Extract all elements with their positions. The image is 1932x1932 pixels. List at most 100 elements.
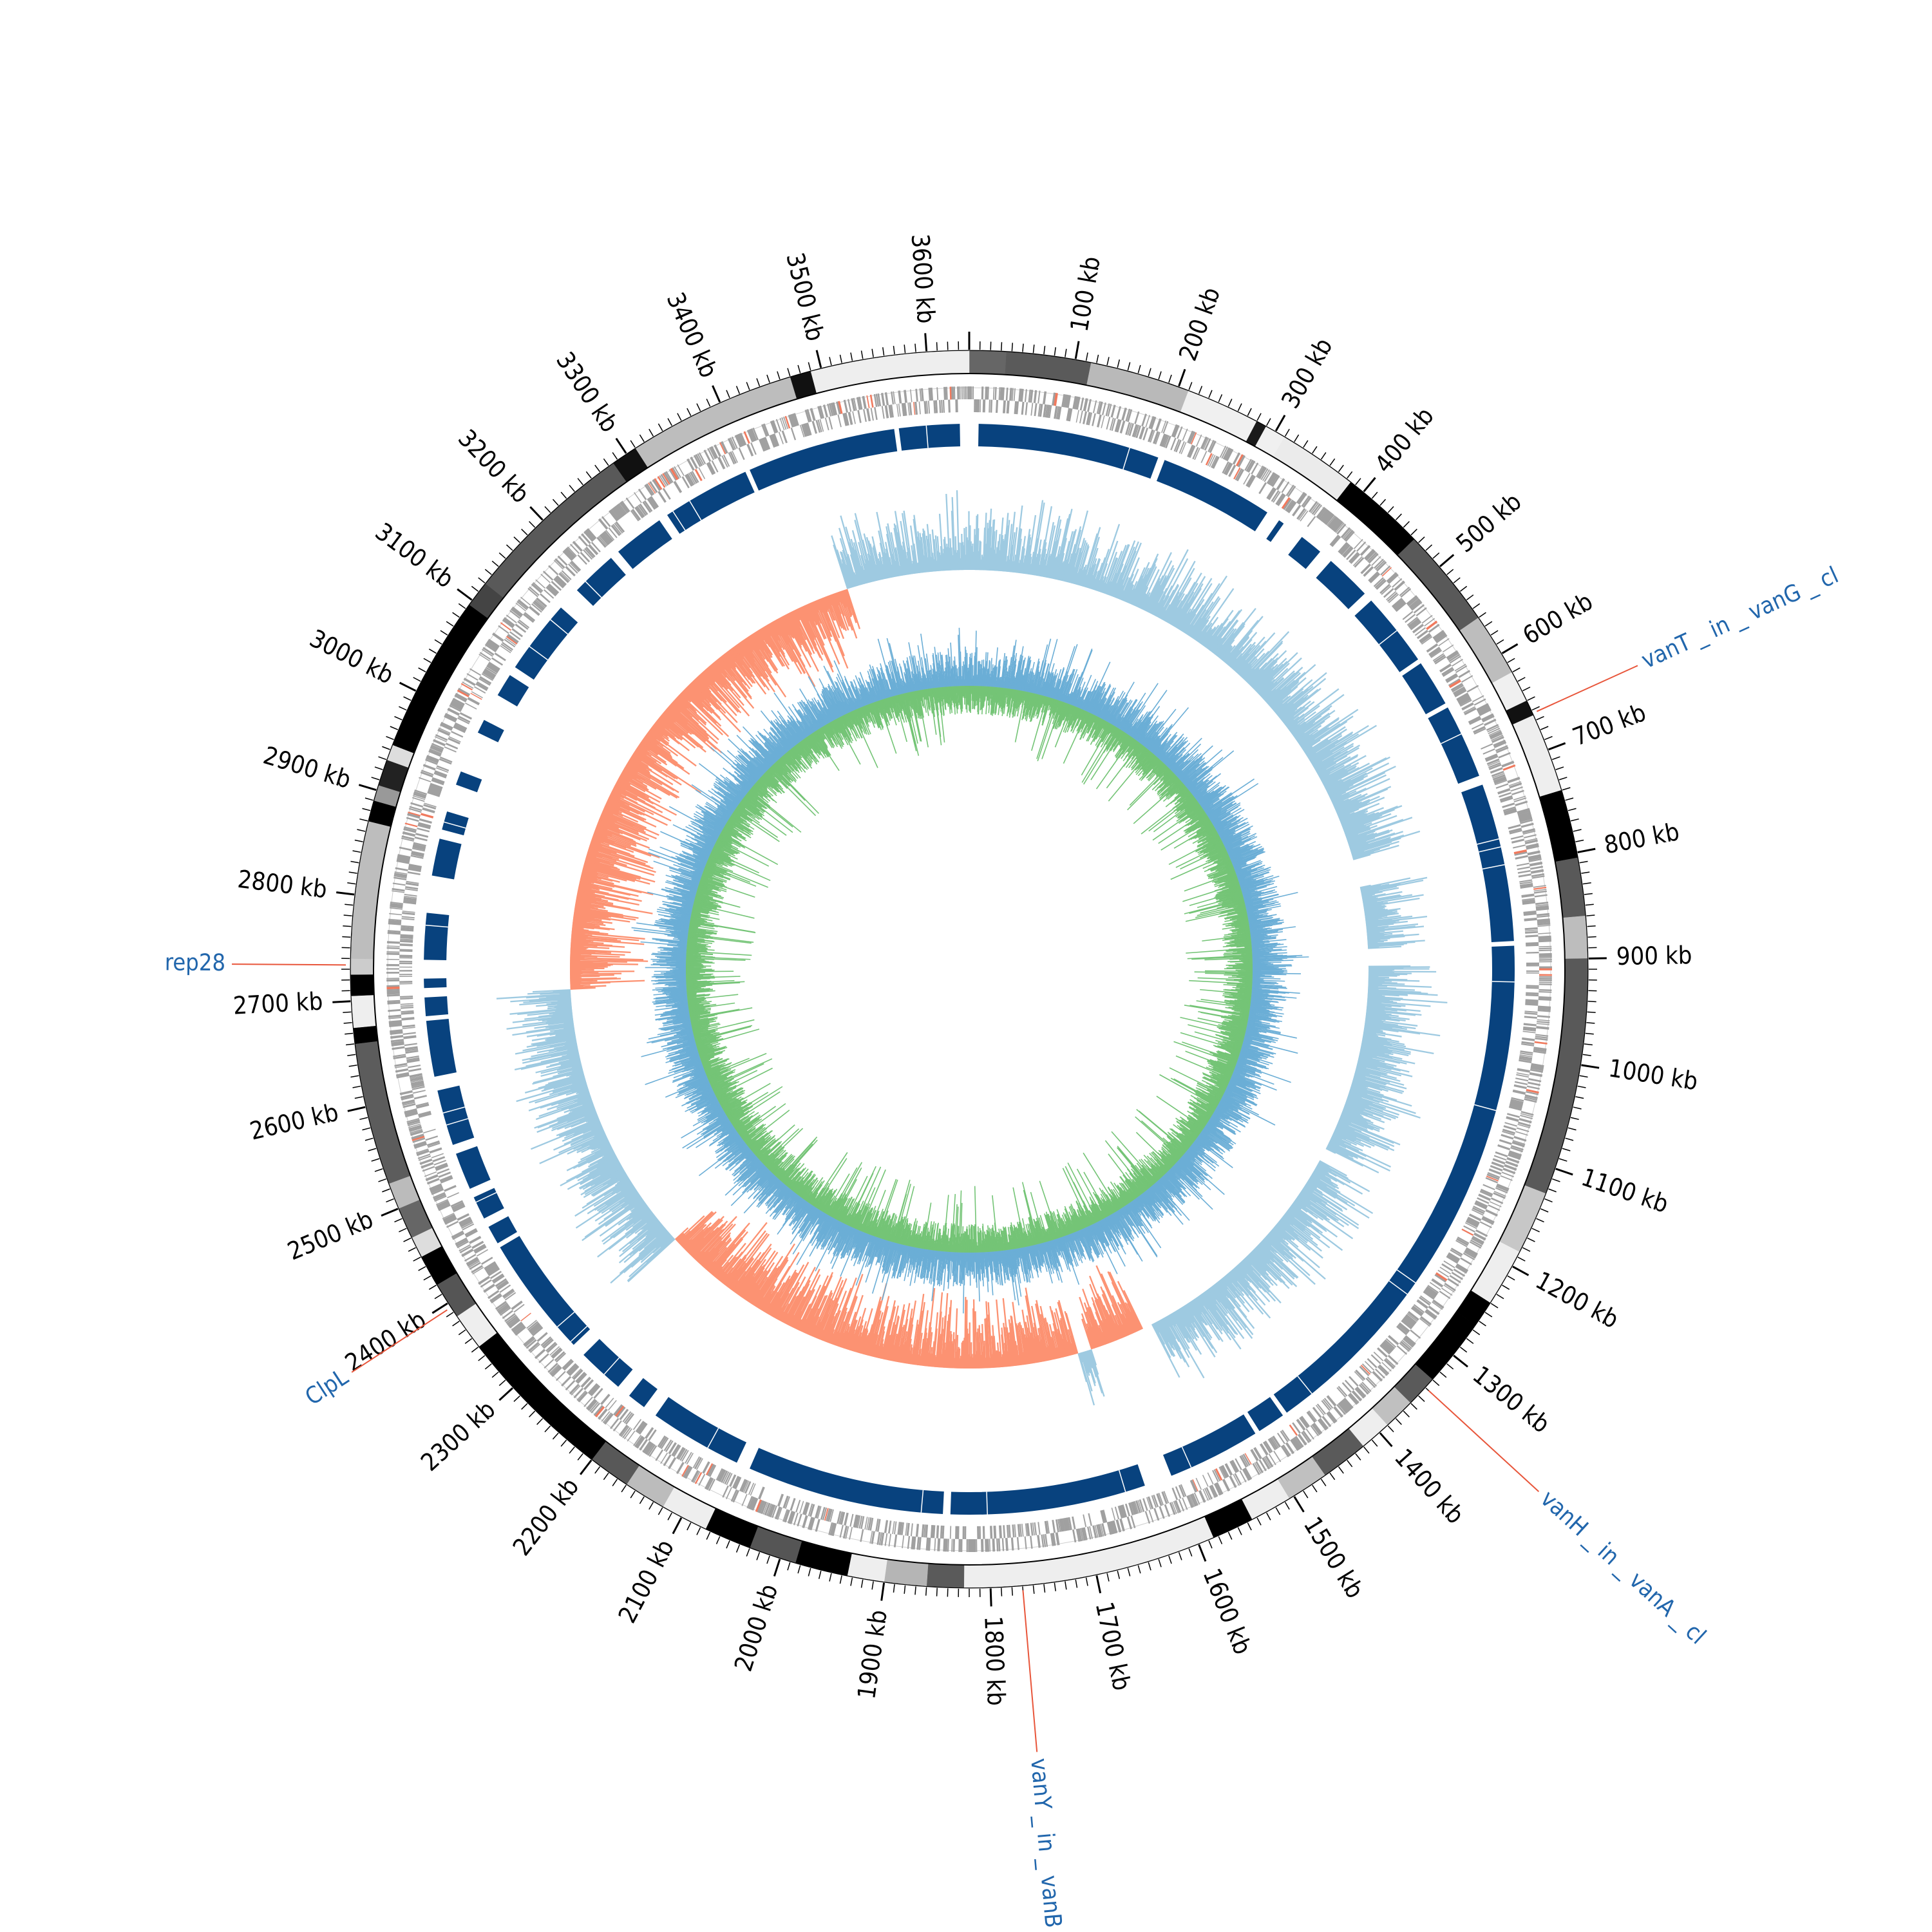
gc-skew-bar: [1349, 1088, 1389, 1103]
cds-feature: [1457, 1236, 1470, 1244]
gc-skew-bar: [983, 513, 987, 571]
cds-feature: [681, 1450, 689, 1462]
cds-feature: [1481, 743, 1493, 750]
gc-skew-bar: [1319, 1160, 1347, 1177]
cds-feature: [1493, 739, 1506, 747]
gc-skew-bar: [1307, 735, 1343, 758]
gc-skew-bar: [1334, 1128, 1375, 1147]
gc-skew-bar: [1348, 1092, 1362, 1099]
cds-feature: [407, 871, 421, 876]
cds-feature: [873, 393, 878, 407]
cds-feature: [685, 1452, 692, 1464]
cds-feature: [1259, 1443, 1269, 1456]
cds-feature: [1037, 403, 1041, 417]
cds-feature: [1447, 652, 1459, 661]
minor-tick: [552, 1432, 559, 1440]
gc-skew-bar: [1318, 1160, 1331, 1168]
gc-skew-bar: [1336, 1123, 1370, 1139]
blast-gap: [446, 1118, 469, 1126]
minor-tick: [1387, 1425, 1394, 1433]
gc-skew-bar: [1134, 558, 1158, 607]
minor-tick: [756, 378, 761, 387]
cds-feature: [726, 1473, 733, 1486]
gc-skew-bar: [1160, 610, 1167, 620]
cds-feature: [1030, 1522, 1034, 1536]
cds-feature: [458, 687, 471, 696]
cds-feature: [987, 386, 989, 400]
gc-skew-bar: [1170, 573, 1202, 625]
cds-feature: [762, 1502, 769, 1515]
gc-skew-bar: [1218, 639, 1235, 659]
gc-skew-bar: [1309, 1177, 1338, 1195]
cds-feature: [918, 1537, 922, 1550]
gc-skew-bar: [1327, 772, 1367, 793]
gc-skew-bar: [1233, 645, 1256, 670]
cds-feature: [1086, 412, 1091, 425]
cds-feature: [934, 1538, 936, 1551]
cds-feature: [857, 1515, 861, 1529]
gc-skew-bar: [1363, 895, 1402, 904]
cds-feature: [598, 1408, 608, 1420]
cds-feature: [730, 1489, 738, 1502]
cds-feature: [985, 1539, 988, 1552]
cds-feature: [1243, 473, 1251, 485]
gc-skew-bar: [1361, 891, 1383, 897]
cds-feature: [874, 407, 878, 421]
gc-skew-bar: [1221, 647, 1233, 661]
gc-skew-bar: [1017, 563, 1020, 573]
gc-skew-bar: [1336, 795, 1380, 815]
gc-skew-bar: [1327, 1144, 1349, 1157]
cds-feature: [1537, 1009, 1551, 1012]
blast-hit-block: [750, 429, 898, 491]
cds-feature: [1164, 1504, 1171, 1517]
cds-feature: [654, 478, 663, 490]
gc-skew-bar: [1344, 822, 1372, 834]
gc-skew-bar: [1365, 916, 1428, 925]
gc-skew-bar: [1305, 1182, 1348, 1211]
cds-feature: [404, 1046, 418, 1050]
cds-feature: [860, 1516, 865, 1530]
cds-feature: [1087, 399, 1092, 412]
minor-tick: [1227, 399, 1233, 407]
major-tick: [399, 681, 417, 692]
cds-feature: [467, 697, 480, 706]
gc-skew-bar: [1161, 604, 1171, 620]
cds-feature: [470, 692, 482, 700]
cds-feature: [608, 527, 618, 538]
cds-feature: [793, 1512, 799, 1526]
cds-feature: [526, 1339, 537, 1349]
gc-skew-bar: [1347, 834, 1367, 842]
cds-feature: [1387, 1354, 1399, 1365]
cds-feature: [1301, 1432, 1310, 1443]
contig-block: [1499, 1185, 1546, 1253]
cds-feature: [1407, 596, 1419, 607]
gc-skew-bar: [1285, 1211, 1321, 1239]
cds-feature: [429, 748, 442, 755]
gc-skew-bar: [1346, 833, 1359, 839]
gc-skew-bar: [1367, 1003, 1401, 1008]
cds-feature: [1519, 1117, 1532, 1124]
cds-feature: [1338, 1403, 1348, 1414]
minor-tick: [1303, 440, 1309, 448]
cds-feature: [764, 1502, 771, 1516]
gc-skew-bar: [1004, 520, 1010, 572]
gc-skew-bar: [1152, 587, 1168, 616]
gc-skew-bar: [960, 1342, 963, 1368]
gc-skew-bar: [1083, 536, 1100, 587]
gc-skew-bar: [1294, 1198, 1307, 1208]
blast-hit-block: [473, 1188, 504, 1219]
cds-feature: [444, 1217, 457, 1225]
cds-feature: [1189, 1493, 1198, 1507]
blast-hit-block: [576, 558, 626, 606]
cds-feature: [402, 1103, 416, 1108]
cds-feature: [1171, 1501, 1177, 1515]
major-tick: [1512, 1265, 1530, 1276]
cds-feature: [551, 1367, 562, 1378]
cds-feature: [486, 641, 498, 652]
cds-feature: [1521, 1043, 1535, 1046]
minor-tick: [860, 350, 864, 359]
cds-feature: [1271, 475, 1280, 488]
cds-feature: [1466, 685, 1479, 693]
gc-skew-bar: [1365, 911, 1397, 917]
cds-feature: [1525, 1003, 1539, 1006]
